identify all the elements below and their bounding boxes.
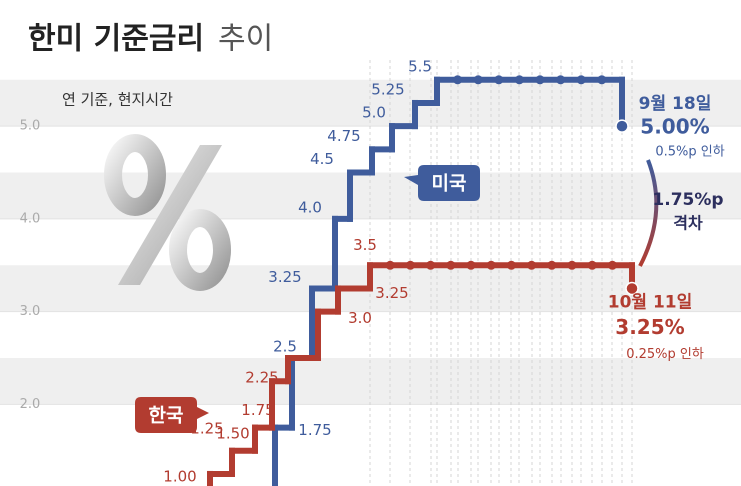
grid: 2.0 3.0 4.0 5.0 — [0, 60, 741, 486]
hold-dot — [547, 260, 557, 270]
end-date: 9월 18일 — [639, 94, 712, 114]
value-label: 4.0 — [298, 198, 322, 216]
y-tick-label: 4.0 — [20, 211, 41, 226]
hold-dot — [527, 260, 537, 270]
end-dot — [625, 281, 639, 296]
hold-dot — [385, 260, 395, 270]
value-label: 4.75 — [327, 127, 360, 145]
chart-title: 한미 기준금리 — [28, 22, 204, 57]
legend-tag: 미국 — [404, 165, 480, 201]
chart-title-suffix: 추이 — [218, 22, 273, 57]
hold-dot — [597, 75, 607, 85]
value-label: 5.25 — [371, 80, 404, 98]
hold-dot — [494, 75, 504, 85]
value-label: 3.25 — [375, 284, 408, 302]
y-tick-label: 2.0 — [20, 397, 41, 412]
hold-dot — [426, 260, 436, 270]
value-label: 2.25 — [245, 369, 278, 387]
hold-dot — [405, 260, 415, 270]
hold-dot — [453, 75, 463, 85]
value-label: 1.25 — [190, 419, 223, 437]
hold-dot — [466, 260, 476, 270]
legend-shape — [404, 165, 480, 201]
hold-dot — [473, 75, 483, 85]
legend-tag: 한국 — [135, 397, 209, 433]
gap-label: 1.75%p — [652, 190, 723, 210]
end-note: 0.5%p 인하 — [655, 145, 724, 160]
plot: 1.75 2.5 3.25 4.0 4.5 4.755.0 5.255.5 9월 18일5.0… — [135, 57, 725, 486]
legend-shape — [135, 397, 209, 433]
hold-dot — [556, 75, 566, 85]
end-note: 0.25%p 인하 — [626, 347, 704, 362]
hold-dot — [486, 260, 496, 270]
hold-dot — [607, 260, 617, 270]
value-label: 5.5 — [408, 57, 432, 75]
value-label: 3.0 — [348, 309, 372, 327]
value-label: 1.50 — [216, 424, 249, 442]
y-tick-label: 5.0 — [20, 119, 41, 134]
legend-label: 한국 — [149, 405, 184, 427]
end-value: 3.25% — [615, 315, 684, 339]
end-value: 5.00% — [640, 115, 709, 139]
subtitle: 연 기준, 현지시간 — [62, 91, 173, 109]
value-label: 2.5 — [273, 338, 297, 356]
percent-icon — [104, 134, 231, 291]
gap-text: 격차 — [673, 214, 703, 233]
hold-dot — [567, 260, 577, 270]
hold-dot — [506, 260, 516, 270]
value-label: 1.00 — [163, 468, 196, 486]
hold-dot — [576, 75, 586, 85]
end-date: 10월 11일 — [608, 292, 693, 312]
hold-dot — [535, 75, 545, 85]
gap-bracket — [638, 159, 659, 267]
value-label: 4.5 — [310, 150, 334, 168]
end-dot — [615, 119, 629, 133]
value-label: 3.5 — [353, 236, 377, 254]
hold-dot — [514, 75, 524, 85]
y-tick-label: 3.0 — [20, 304, 41, 319]
value-label: 5.0 — [362, 104, 386, 122]
legend-label: 미국 — [432, 173, 467, 195]
series: 1.75 2.5 3.25 4.0 4.5 4.755.0 5.255.5 9월 18일5.0… — [268, 57, 725, 486]
hold-dot — [587, 260, 597, 270]
value-label: 1.75 — [298, 421, 331, 439]
value-label: 3.25 — [268, 268, 301, 286]
hold-dot — [446, 260, 456, 270]
value-label: 1.75 — [241, 401, 274, 419]
